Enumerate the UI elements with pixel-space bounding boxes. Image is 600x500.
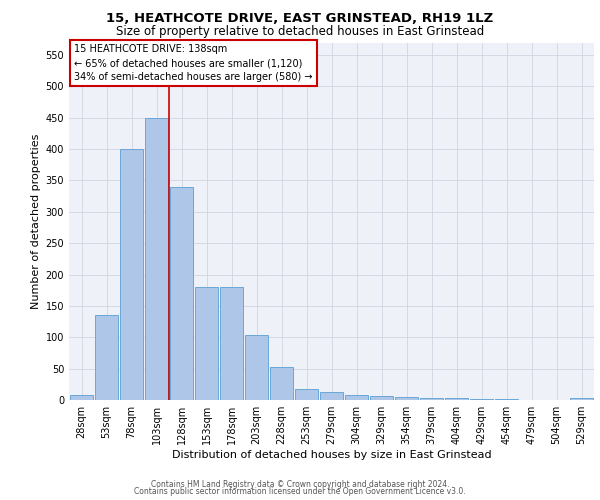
Bar [194, 287, 218, 400]
Bar [119, 149, 143, 400]
Text: Contains public sector information licensed under the Open Government Licence v3: Contains public sector information licen… [134, 488, 466, 496]
Bar [445, 398, 469, 400]
Bar [269, 368, 293, 400]
Bar [220, 287, 244, 400]
Text: Size of property relative to detached houses in East Grinstead: Size of property relative to detached ho… [116, 25, 484, 38]
Bar [470, 398, 493, 400]
X-axis label: Distribution of detached houses by size in East Grinstead: Distribution of detached houses by size … [172, 450, 491, 460]
Bar [245, 336, 268, 400]
Bar [95, 316, 118, 400]
Bar [344, 395, 368, 400]
Text: Contains HM Land Registry data © Crown copyright and database right 2024.: Contains HM Land Registry data © Crown c… [151, 480, 449, 489]
Bar [295, 390, 319, 400]
Y-axis label: Number of detached properties: Number of detached properties [31, 134, 41, 309]
Text: 15 HEATHCOTE DRIVE: 138sqm
← 65% of detached houses are smaller (1,120)
34% of s: 15 HEATHCOTE DRIVE: 138sqm ← 65% of deta… [74, 44, 313, 82]
Bar [370, 396, 394, 400]
Bar [145, 118, 169, 400]
Bar [569, 398, 593, 400]
Bar [320, 392, 343, 400]
Bar [170, 187, 193, 400]
Bar [70, 395, 94, 400]
Bar [395, 398, 418, 400]
Bar [419, 398, 443, 400]
Text: 15, HEATHCOTE DRIVE, EAST GRINSTEAD, RH19 1LZ: 15, HEATHCOTE DRIVE, EAST GRINSTEAD, RH1… [106, 12, 494, 26]
